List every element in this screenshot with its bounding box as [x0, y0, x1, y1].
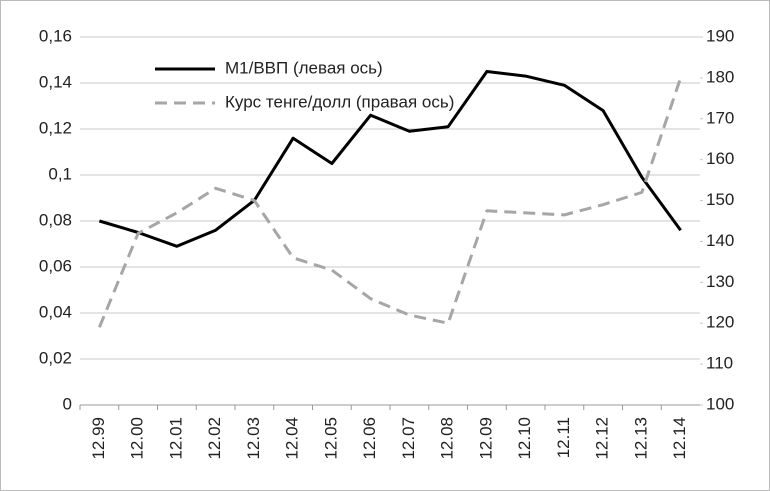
y-tick-label: 0,02	[39, 348, 72, 367]
y-tick-label: 0,04	[39, 302, 72, 321]
y-tick-label: 0,16	[39, 26, 72, 45]
series-line	[97, 77, 683, 328]
y-tick-label: 0,1	[48, 164, 72, 183]
y-tick-label: 0,12	[39, 118, 72, 137]
y2-tick-label: 150	[706, 190, 734, 209]
y2-tick-label: 160	[706, 149, 734, 168]
x-tick-label: 12.12	[593, 417, 612, 460]
y2-tick-label: 190	[706, 26, 734, 45]
x-tick-label: 12.03	[244, 417, 263, 460]
x-tick-label: 12.14	[670, 417, 689, 460]
y-tick-label: 0,14	[39, 72, 72, 91]
x-tick-label: 12.01	[166, 417, 185, 460]
x-tick-label: 12.02	[205, 417, 224, 460]
y2-tick-label: 140	[706, 231, 734, 250]
y-tick-label: 0,08	[39, 210, 72, 229]
x-tick-label: 12.07	[399, 417, 418, 460]
x-tick-label: 12.04	[283, 417, 302, 460]
series-line	[98, 70, 682, 248]
x-tick-label: 12.06	[360, 417, 379, 460]
y2-tick-label: 110	[706, 354, 733, 373]
y2-tick-label: 120	[706, 313, 734, 332]
y2-tick-label: 130	[706, 272, 734, 291]
x-tick-label: 12.05	[321, 417, 340, 460]
y2-tick-label: 180	[706, 67, 734, 86]
x-tick-label: 12.08	[438, 417, 457, 460]
y-tick-label: 0,06	[39, 256, 72, 275]
x-tick-label: 12.10	[515, 417, 534, 460]
x-tick-label: 12.99	[89, 417, 108, 460]
x-tick-label: 12.11	[554, 417, 573, 458]
y-tick-label: 0	[63, 394, 72, 413]
x-tick-label: 12.09	[476, 417, 495, 460]
x-tick-label: 12.00	[128, 417, 147, 460]
x-tick-label: 12.13	[631, 417, 650, 460]
y2-tick-label: 100	[706, 394, 734, 413]
legend-label: M1/ВВП (левая ось)	[225, 58, 383, 77]
y2-tick-label: 170	[706, 108, 734, 127]
legend-label: Курс тенге/долл (правая ось)	[225, 92, 454, 111]
